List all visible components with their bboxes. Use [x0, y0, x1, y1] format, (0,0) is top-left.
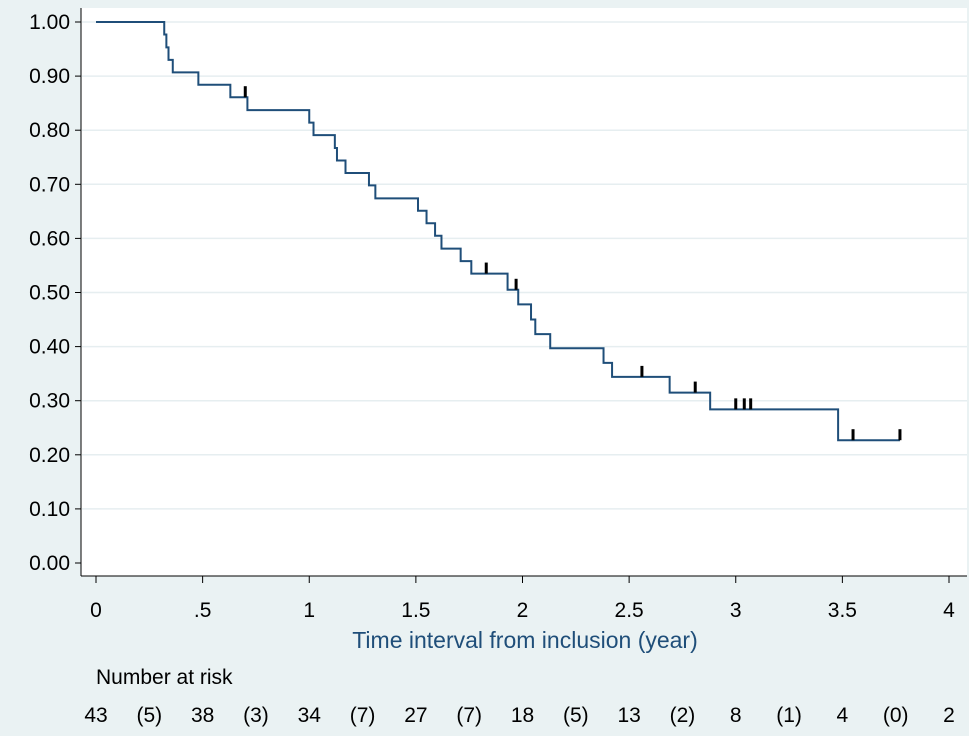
risk-table-values: 43 (5) 38 (3) 34 (7) 27 (7) 18 (5) 13 (2) 8 (1) 4 (0) 2 — [84, 704, 955, 727]
y-axis-ticks: 0.00 0.10 0.20 0.30 0.40 0.50 0.60 0.70 0.80 0.90… — [29, 11, 81, 575]
y-tick-label: 1.00 — [29, 11, 70, 34]
risk-table-value: (1) — [776, 704, 802, 727]
y-tick-label: 0.60 — [29, 227, 70, 250]
y-tick-label: 0.70 — [29, 173, 70, 196]
risk-table-title: Number at risk — [96, 666, 233, 689]
risk-table-value: 38 — [191, 704, 214, 727]
risk-table-value: (3) — [243, 704, 269, 727]
grid-lines — [82, 21, 967, 510]
x-tick-label: 4 — [943, 599, 955, 622]
risk-table-value: 43 — [84, 704, 107, 727]
risk-table-value: 13 — [617, 704, 640, 727]
risk-table-value: (5) — [136, 704, 162, 727]
risk-table-value: 27 — [404, 704, 427, 727]
x-tick-label: 2.5 — [615, 599, 644, 622]
risk-table-value: 8 — [730, 704, 742, 727]
risk-table-value: 34 — [298, 704, 322, 727]
y-tick-label: 0.00 — [29, 552, 70, 575]
x-tick-label: 2 — [517, 599, 529, 622]
risk-table-value: (2) — [670, 704, 696, 727]
y-tick-label: 0.80 — [29, 119, 70, 142]
risk-table-value: 2 — [943, 704, 955, 727]
y-tick-label: 0.20 — [29, 444, 70, 467]
y-tick-label: 0.30 — [29, 390, 70, 413]
x-tick-label: 0 — [90, 599, 102, 622]
y-tick-label: 0.90 — [29, 65, 70, 88]
risk-table-value: (7) — [456, 704, 482, 727]
risk-table-value: 18 — [511, 704, 534, 727]
risk-table-value: (7) — [350, 704, 376, 727]
x-tick-label: .5 — [194, 599, 212, 622]
risk-table-value: (5) — [563, 704, 589, 727]
x-axis-ticks: 0 .5 1 1.5 2 2.5 3 3.5 4 — [90, 576, 955, 622]
censor-marks — [243, 86, 902, 441]
y-tick-label: 0.50 — [29, 282, 70, 305]
x-tick-label: 1 — [303, 599, 315, 622]
x-tick-label: 3.5 — [828, 599, 857, 622]
risk-table-value: 4 — [837, 704, 849, 727]
y-tick-label: 0.40 — [29, 336, 70, 359]
survival-curve — [96, 21, 900, 442]
y-tick-label: 0.10 — [29, 498, 70, 521]
risk-table-value: (0) — [883, 704, 909, 727]
x-tick-label: 3 — [730, 599, 742, 622]
x-tick-label: 1.5 — [401, 599, 430, 622]
x-axis-label: Time interval from inclusion (year) — [352, 627, 698, 653]
